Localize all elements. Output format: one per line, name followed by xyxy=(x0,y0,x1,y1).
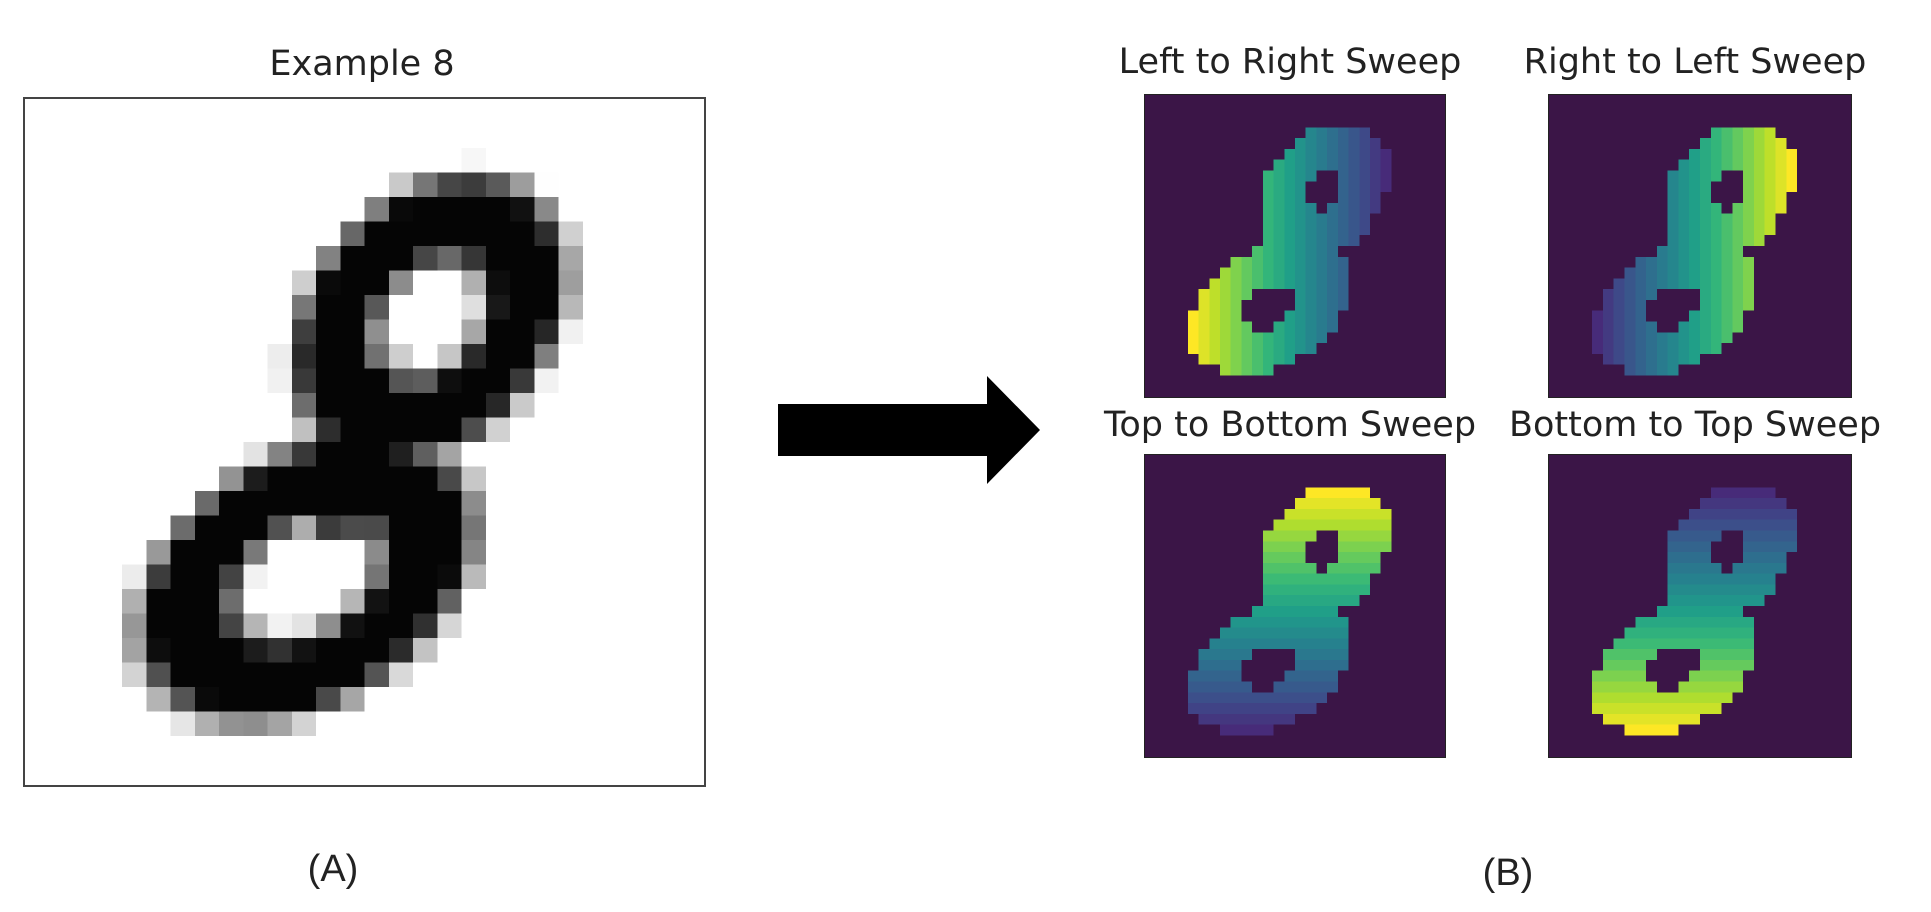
panel-b-caption: (B) xyxy=(1482,852,1534,894)
panel-a-title: Example 8 xyxy=(269,44,455,84)
digit-image xyxy=(23,97,706,787)
sweep-heatmap-bottom-to-top xyxy=(1548,454,1852,758)
sweep-title-bottom-to-top: Bottom to Top Sweep xyxy=(1508,405,1882,445)
sweep-title-right-to-left: Right to Left Sweep xyxy=(1523,42,1867,82)
sweep-heatmap-right-to-left xyxy=(1548,94,1852,398)
right-arrow-icon xyxy=(778,376,1040,484)
sweep-title-left-to-right: Left to Right Sweep xyxy=(1118,42,1462,82)
sweep-heatmap-top-to-bottom xyxy=(1144,454,1446,758)
sweep-title-top-to-bottom: Top to Bottom Sweep xyxy=(1103,405,1477,445)
panel-a-caption: (A) xyxy=(307,848,359,890)
sweep-heatmap-left-to-right xyxy=(1144,94,1446,398)
